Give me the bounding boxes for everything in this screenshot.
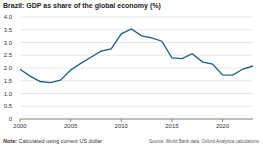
html-text:Brazil: GDP as share of the gl: Brazil: GDP as share of the global econo… — [3, 2, 161, 9]
svg-text:2000: 2000 — [13, 123, 27, 129]
html-text:Source: World Bank data, Oxfor: Source: World Bank data, Oxford Analytic… — [149, 139, 259, 144]
svg-text:1.5: 1.5 — [4, 78, 13, 84]
svg-text:4.0: 4.0 — [4, 14, 13, 20]
svg-text:2005: 2005 — [64, 123, 78, 129]
svg-text:2015: 2015 — [165, 123, 179, 129]
svg-text:2.5: 2.5 — [4, 52, 13, 58]
svg-text:0.5: 0.5 — [4, 103, 13, 109]
svg-text:3.5: 3.5 — [4, 27, 13, 33]
svg-text:2010: 2010 — [115, 123, 129, 129]
svg-text:2.0: 2.0 — [4, 65, 13, 71]
svg-text:0: 0 — [9, 116, 13, 122]
html-text:Note: Calculated using current: Note: Calculated using current US dollar — [3, 138, 103, 144]
svg-text:3.0: 3.0 — [4, 40, 13, 46]
svg-text:1.0: 1.0 — [4, 91, 13, 97]
svg-text:2020: 2020 — [216, 123, 230, 129]
